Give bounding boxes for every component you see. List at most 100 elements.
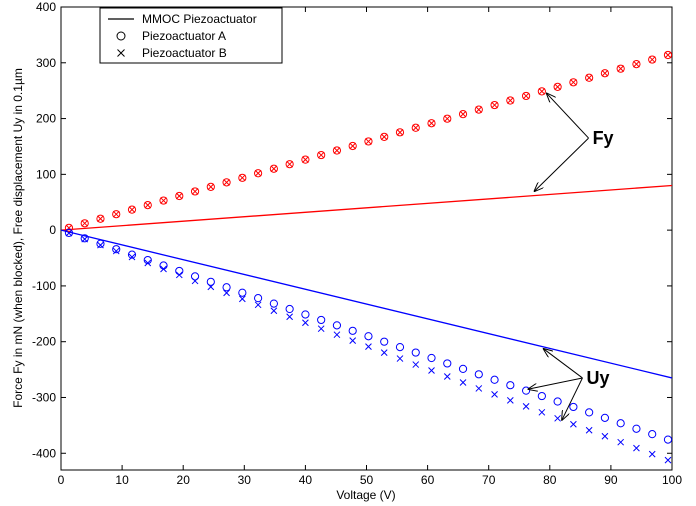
y-tick-label: 400 <box>36 0 56 14</box>
piezoactuator-a-uy-point <box>190 272 200 281</box>
piezoactuator-b-uy-point <box>81 235 89 243</box>
piezoactuator-a-fy-point <box>600 69 610 78</box>
x-tick-label: 50 <box>360 473 374 487</box>
piezoactuator-a-fy-point <box>648 55 657 64</box>
y-tick-label: -200 <box>32 335 56 349</box>
piezoactuator-b-fy-point <box>585 74 593 82</box>
piezoactuator-b-fy-point <box>522 92 530 100</box>
piezoactuator-a-fy-point <box>585 73 594 82</box>
piezoactuator-a-uy-point <box>553 397 562 406</box>
piezoactuator-b-fy-point <box>633 60 640 68</box>
piezoactuator-b-fy-point <box>254 169 262 177</box>
legend-entry-piezo-a: Piezoactuator A <box>142 29 226 43</box>
piezoactuator-a-uy-point <box>506 381 515 390</box>
piezoactuator-a-uy-point <box>80 234 89 243</box>
piezoactuator-a-fy-point <box>112 210 121 219</box>
piezoactuator-a-fy-point <box>616 64 625 73</box>
piezoactuator-b-fy-point <box>554 83 561 91</box>
piezoactuator-a-uy-point <box>301 310 310 319</box>
piezoactuator-b-uy-point <box>601 432 609 440</box>
x-tick-label: 10 <box>115 473 129 487</box>
piezoactuator-a-fy-point <box>238 173 247 182</box>
piezoactuator-a-fy-point <box>364 137 373 146</box>
piezoactuator-a-uy-point <box>663 435 672 444</box>
piezoactuator-b-fy-point <box>144 201 152 209</box>
piezoactuator-b-fy-point <box>491 101 498 109</box>
piezoactuator-b-fy-point <box>97 215 104 223</box>
piezoactuator-a-uy-point <box>112 245 121 254</box>
piezoactuator-a-fy-point <box>254 169 263 178</box>
piezoactuator-b-fy-point <box>365 138 372 145</box>
piezoactuator-a-fy-point <box>190 187 200 196</box>
piezoactuator-a-uy-point <box>458 364 468 373</box>
x-tick-label: 40 <box>299 473 313 487</box>
piezoactuator-b-fy-point <box>459 110 467 118</box>
plot-area <box>60 6 673 471</box>
piezoactuator-b-fy-point <box>506 97 514 104</box>
piezoactuator-b-fy-point <box>238 174 246 182</box>
piezoactuator-b-fy-point <box>349 142 357 150</box>
piezoactuator-b-fy-point <box>333 147 341 154</box>
piezoactuator-b-uy-point <box>128 253 136 261</box>
piezoactuator-b-uy-point <box>396 355 404 362</box>
piezoactuator-b-fy-point <box>396 128 404 136</box>
piezoactuator-b-uy-point <box>207 283 215 291</box>
piezoactuator-a-fy-point <box>380 132 389 141</box>
x-tick-label: 0 <box>58 473 65 487</box>
piezoactuator-a-fy-point <box>395 128 405 137</box>
piezoactuator-a-fy-point <box>96 214 105 223</box>
piezoactuator-b-fy-point <box>317 151 325 159</box>
annotation-fy: Fy <box>593 128 614 148</box>
piezoactuator-b-uy-point <box>380 349 388 356</box>
piezoactuator-a-fy-point <box>458 110 468 119</box>
y-tick-label: -400 <box>32 446 56 460</box>
piezoactuator-a-uy-point <box>254 294 263 303</box>
piezoactuator-a-uy-point <box>380 337 389 346</box>
piezoactuator-a-uy-point <box>269 299 278 308</box>
piezoactuator-a-uy-point <box>616 419 625 428</box>
piezoactuator-a-uy-point <box>332 321 342 330</box>
piezoactuator-b-uy-point <box>428 367 435 374</box>
piezoactuator-b-fy-point <box>538 88 546 95</box>
piezoactuator-a-uy-point <box>427 353 436 363</box>
y-tick-label: 300 <box>36 56 56 70</box>
piezoactuator-a-uy-point <box>348 326 357 335</box>
x-tick-label: 80 <box>543 473 557 487</box>
piezoactuator-a-fy-point <box>222 178 231 187</box>
piezoactuator-b-fy-point <box>617 65 625 73</box>
mmoc-piezoactuator-uy-line <box>61 229 672 379</box>
x-axis-title: Voltage (V) <box>336 488 395 502</box>
piezoactuator-b-uy-point <box>585 426 593 434</box>
y-tick-label: -300 <box>32 390 56 404</box>
legend: MMOC Piezoactuator Piezoactuator A Piezo… <box>99 7 283 64</box>
piezoactuator-a-fy-point <box>663 50 672 60</box>
legend-circle-marker <box>116 31 126 41</box>
piezoactuator-b-uy-point <box>223 289 230 297</box>
piezoactuator-a-uy-point <box>411 348 420 357</box>
y-axis-title: Force Fy in mN (when blocked), Free disp… <box>11 68 25 408</box>
piezoactuator-b-fy-point <box>112 210 120 218</box>
x-tick-label: 60 <box>421 473 435 487</box>
piezoactuator-a-fy-point <box>317 150 326 160</box>
annotation-arrow <box>544 349 583 379</box>
legend-box <box>99 7 283 64</box>
annotations: Fy Uy <box>528 93 614 419</box>
piezoactuator-b-fy-point <box>475 106 483 113</box>
piezoactuator-b-uy-point <box>664 456 672 464</box>
piezoactuator-b-uy-point <box>302 319 309 327</box>
piezoactuator-b-fy-point <box>81 219 89 227</box>
annotation-uy: Uy <box>586 368 609 388</box>
piezoactuator-a-fy-point <box>632 60 641 69</box>
y-tick-label: 0 <box>49 223 56 237</box>
annotation-arrow <box>547 93 589 139</box>
piezoactuator-a-fy-point <box>553 82 562 91</box>
piezoactuator-b-fy-point <box>664 51 672 59</box>
piezoactuator-a-fy-point <box>64 223 74 232</box>
piezoactuator-b-uy-point <box>238 295 246 303</box>
piezoactuator-a-fy-point <box>143 201 152 210</box>
piezoactuator-b-uy-point <box>459 379 467 386</box>
piezoactuator-b-fy-point <box>286 160 293 168</box>
piezoactuator-a-fy-point <box>80 219 89 228</box>
piezoactuator-a-fy-point <box>411 123 420 132</box>
